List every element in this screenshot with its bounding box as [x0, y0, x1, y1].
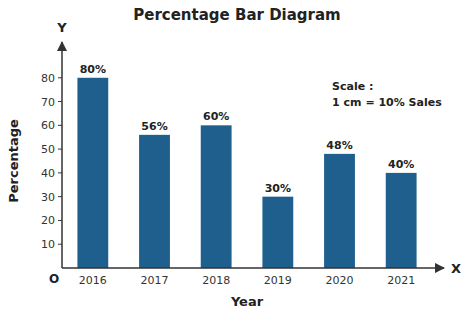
chart: Percentage Bar Diagram 80% 56% 60% 30% 48% 40%… [0, 0, 474, 322]
data-label: 40% [388, 158, 414, 171]
tick-mark [58, 244, 62, 245]
data-label: 48% [326, 139, 352, 152]
y-arrow-label: Y [56, 20, 67, 35]
tick-label: 2017 [141, 274, 169, 287]
tick-label: 30 [41, 191, 55, 204]
tick-label: 10 [41, 238, 55, 251]
bar [324, 154, 355, 268]
tick-label: 2018 [202, 274, 230, 287]
origin-label: O [49, 272, 59, 286]
tick-label: 60 [41, 119, 55, 132]
tick-mark [58, 149, 62, 150]
bar [262, 197, 293, 268]
x-axis-title: Year [230, 294, 264, 309]
scale-note: Scale :1 cm = 10% Sales [332, 80, 442, 108]
y-axis-line [61, 42, 63, 268]
bar [139, 135, 170, 268]
tick-label: 2021 [387, 274, 415, 287]
bar [386, 173, 417, 268]
data-label: 56% [141, 120, 167, 133]
tick-label: 2020 [326, 274, 354, 287]
tick-label: 20 [41, 214, 55, 227]
title: Percentage Bar Diagram [133, 6, 341, 24]
tick-mark [58, 77, 62, 78]
tick-mark [58, 220, 62, 221]
bar [201, 125, 232, 268]
tick-mark [58, 125, 62, 126]
y-axis-title: Percentage [6, 119, 21, 203]
data-label: 30% [265, 182, 291, 195]
tick-label: 80 [41, 72, 55, 85]
x-axis-line [62, 267, 444, 269]
tick-mark [58, 196, 62, 197]
data-label: 80% [80, 63, 106, 76]
tick-label: 2016 [79, 274, 107, 287]
data-label: 60% [203, 110, 229, 123]
tick-mark [58, 101, 62, 102]
tick-mark [58, 172, 62, 173]
x-arrow-label: X [451, 261, 461, 276]
tick-label: 70 [41, 96, 55, 109]
bar [77, 78, 108, 268]
tick-label: 40 [41, 167, 55, 180]
tick-label: 50 [41, 143, 55, 156]
tick-label: 2019 [264, 274, 292, 287]
